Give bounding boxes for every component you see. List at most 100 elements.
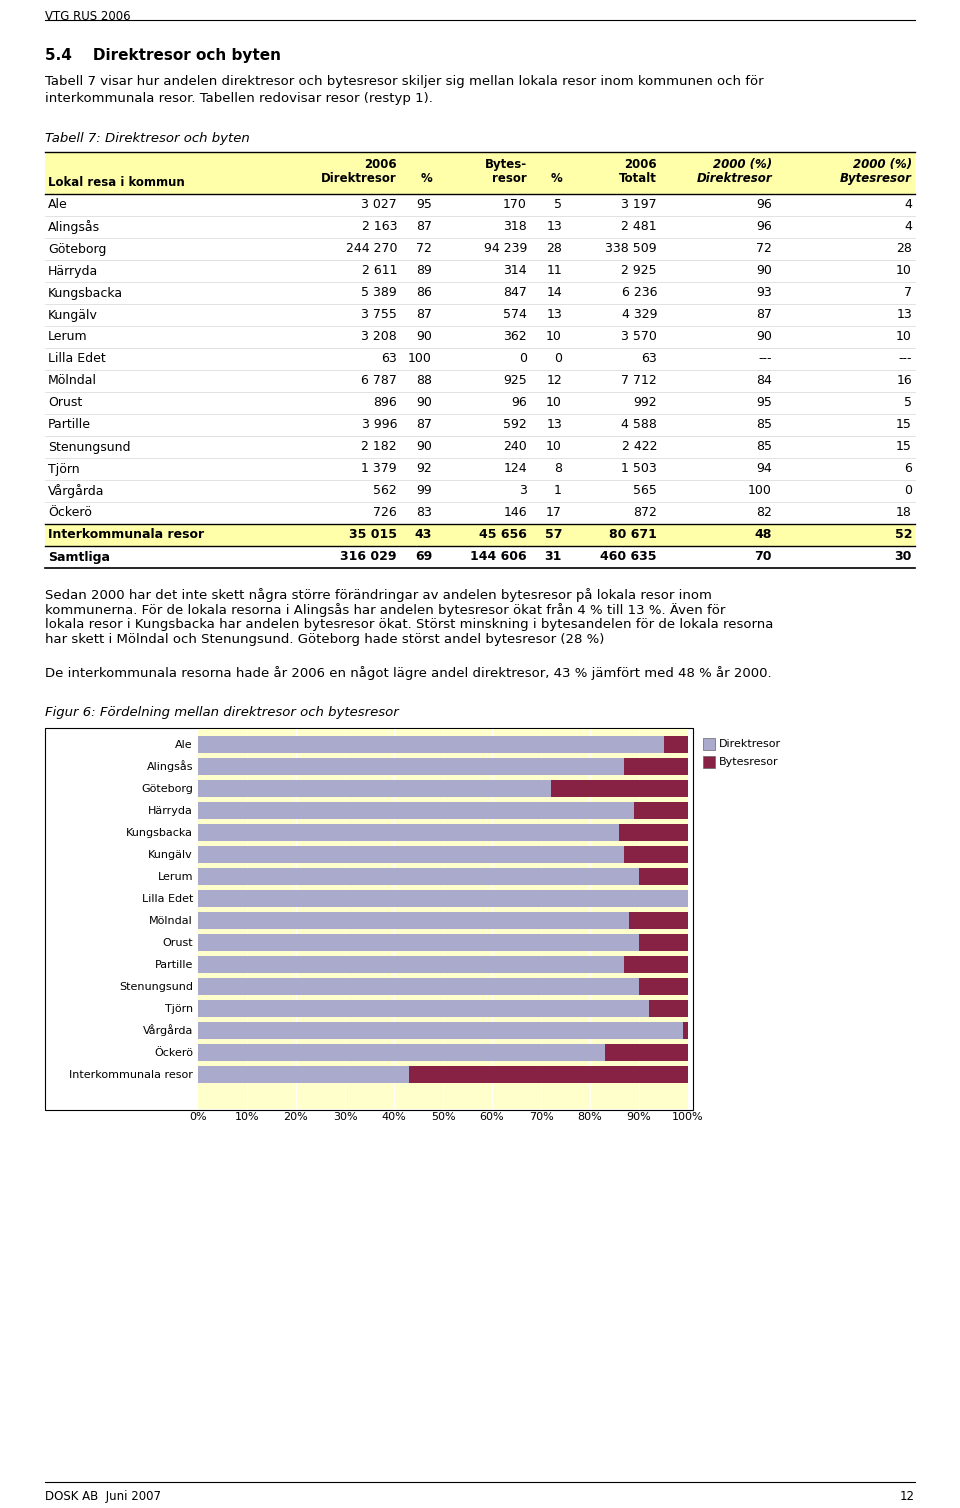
Text: 17: 17 [546, 507, 562, 519]
Text: 94: 94 [756, 463, 772, 475]
Text: 0: 0 [904, 484, 912, 498]
Text: 13: 13 [546, 220, 562, 234]
Text: 2 481: 2 481 [621, 220, 657, 234]
Text: 90: 90 [756, 330, 772, 344]
Text: De interkommunala resorna hade år 2006 en något lägre andel direktresor, 43 % jä: De interkommunala resorna hade år 2006 e… [45, 667, 772, 680]
Text: 90: 90 [416, 330, 432, 344]
Text: 13: 13 [546, 309, 562, 321]
Bar [45, 546, 915, 569]
Text: 562: 562 [373, 484, 397, 498]
Bar [635, 802, 688, 819]
Text: Ale: Ale [176, 739, 193, 749]
Text: 10: 10 [546, 440, 562, 454]
Text: 896: 896 [373, 397, 397, 410]
Text: 90: 90 [756, 264, 772, 277]
Text: 85: 85 [756, 440, 772, 454]
Bar [198, 846, 624, 863]
Bar [198, 736, 663, 752]
Text: ---: --- [899, 353, 912, 365]
Text: 6 236: 6 236 [621, 287, 657, 300]
Text: Orust: Orust [162, 938, 193, 947]
Text: Stenungsund: Stenungsund [48, 440, 131, 454]
Bar [198, 1044, 605, 1062]
Text: 2006: 2006 [365, 158, 397, 170]
Text: 1 503: 1 503 [621, 463, 657, 475]
Text: 92: 92 [417, 463, 432, 475]
Text: 3 755: 3 755 [361, 309, 397, 321]
Bar [45, 259, 915, 282]
Text: 10: 10 [896, 330, 912, 344]
Text: Partille: Partille [155, 959, 193, 970]
Text: 72: 72 [756, 243, 772, 255]
Bar [639, 933, 688, 952]
Text: 2 925: 2 925 [621, 264, 657, 277]
Text: Öckerö: Öckerö [48, 507, 92, 519]
Bar [703, 737, 715, 749]
Text: 2000 (%): 2000 (%) [713, 158, 772, 170]
Bar [639, 979, 688, 995]
Text: Alingsås: Alingsås [48, 220, 100, 234]
Text: 7: 7 [904, 287, 912, 300]
Text: 3: 3 [519, 484, 527, 498]
Text: 4: 4 [904, 220, 912, 234]
Text: Sedan 2000 har det inte skett några större förändringar av andelen bytesresor på: Sedan 2000 har det inte skett några stör… [45, 588, 712, 602]
Text: 80 671: 80 671 [610, 528, 657, 541]
Text: 90: 90 [416, 397, 432, 410]
Bar [551, 780, 688, 798]
Text: 3 027: 3 027 [361, 199, 397, 211]
Text: 3 197: 3 197 [621, 199, 657, 211]
Bar [605, 1044, 688, 1062]
Text: 10: 10 [546, 397, 562, 410]
Text: Totalt: Totalt [619, 172, 657, 185]
Text: 170: 170 [503, 199, 527, 211]
Text: 52: 52 [895, 528, 912, 541]
Text: Öckerö: Öckerö [154, 1048, 193, 1057]
Text: 10: 10 [546, 330, 562, 344]
Bar [198, 1000, 649, 1016]
Text: Figur 6: Fördelning mellan direktresor och bytesresor: Figur 6: Fördelning mellan direktresor o… [45, 706, 398, 719]
Text: 48: 48 [755, 528, 772, 541]
Text: 592: 592 [503, 419, 527, 431]
Text: 84: 84 [756, 374, 772, 388]
Text: 87: 87 [756, 309, 772, 321]
Text: 362: 362 [503, 330, 527, 344]
Text: 70: 70 [755, 550, 772, 564]
Bar [45, 238, 915, 259]
Text: 72: 72 [416, 243, 432, 255]
Text: Kungsbacka: Kungsbacka [126, 828, 193, 837]
Bar [198, 912, 629, 929]
Bar [624, 846, 688, 863]
Text: 4 588: 4 588 [621, 419, 657, 431]
Text: 10%: 10% [234, 1111, 259, 1122]
Text: 63: 63 [641, 353, 657, 365]
Text: 146: 146 [503, 507, 527, 519]
Text: 847: 847 [503, 287, 527, 300]
Text: Lokal resa i kommun: Lokal resa i kommun [48, 176, 184, 188]
Text: 28: 28 [546, 243, 562, 255]
Text: 5.4    Direktresor och byten: 5.4 Direktresor och byten [45, 48, 281, 63]
Bar [198, 780, 551, 798]
Text: Göteborg: Göteborg [141, 784, 193, 793]
Text: %: % [420, 172, 432, 185]
Text: Alingsås: Alingsås [147, 760, 193, 772]
Text: Mölndal: Mölndal [149, 915, 193, 926]
Bar [198, 956, 624, 973]
Text: Lilla Edet: Lilla Edet [48, 353, 106, 365]
Text: 80%: 80% [578, 1111, 602, 1122]
Text: 11: 11 [546, 264, 562, 277]
Text: 3 208: 3 208 [361, 330, 397, 344]
Bar [45, 282, 915, 305]
Text: Bytesresor: Bytesresor [840, 172, 912, 185]
Text: Vårgårda: Vårgårda [48, 484, 105, 498]
Text: kommunerna. För de lokala resorna i Alingsås har andelen bytesresor ökat från 4 : kommunerna. För de lokala resorna i Alin… [45, 603, 726, 617]
Text: 87: 87 [416, 419, 432, 431]
Text: 18: 18 [896, 507, 912, 519]
Text: 99: 99 [417, 484, 432, 498]
Text: 50%: 50% [431, 1111, 455, 1122]
Text: 57: 57 [544, 528, 562, 541]
Text: 2 163: 2 163 [362, 220, 397, 234]
Text: 2006: 2006 [624, 158, 657, 170]
Text: 16: 16 [897, 374, 912, 388]
Text: Lerum: Lerum [48, 330, 87, 344]
Bar [45, 326, 915, 348]
